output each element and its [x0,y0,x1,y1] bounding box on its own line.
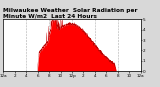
Text: Milwaukee Weather  Solar Radiation per Minute W/m2  Last 24 Hours: Milwaukee Weather Solar Radiation per Mi… [3,8,138,19]
